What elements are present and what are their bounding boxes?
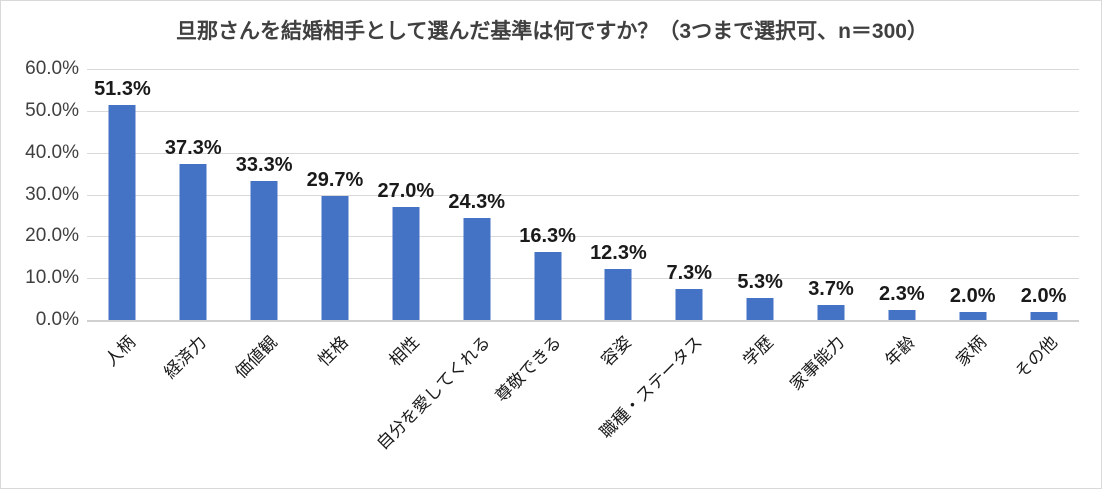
bar[interactable]: [392, 207, 420, 320]
gridline: [87, 152, 1079, 154]
x-axis-tick-label: 価値観: [231, 332, 282, 383]
bar-slot: 12.3%: [583, 69, 654, 320]
bar[interactable]: [675, 289, 703, 320]
bar[interactable]: [179, 163, 207, 320]
bar[interactable]: [250, 180, 278, 320]
x-label-slot: 尊敬できる: [491, 323, 583, 488]
y-axis-labels: 60.0% 50.0% 40.0% 30.0% 20.0% 10.0% 0.0%: [1, 1, 79, 488]
bar-value-label: 3.7%: [808, 277, 854, 300]
plot-area: [87, 69, 1079, 322]
y-axis-tick-label: 0.0%: [35, 309, 79, 330]
bar-series: 51.3% 37.3% 33.3% 29.7% 27.0% 24.3% 16.3% 12.3%…: [87, 69, 1079, 320]
bar-slot: 2.3%: [866, 69, 937, 320]
x-axis-tick-label: 容姿: [597, 332, 637, 371]
gridline: [87, 194, 1079, 196]
bar[interactable]: [746, 297, 774, 320]
gridline: [87, 69, 1079, 70]
bar-slot: 2.0%: [937, 69, 1008, 320]
y-axis-tick-label: 20.0%: [25, 225, 79, 247]
bar-slot: 16.3%: [512, 69, 583, 320]
bar-value-label: 51.3%: [94, 78, 151, 101]
x-axis-tick-label: 相性: [385, 332, 424, 371]
x-label-slot: 自分を愛してくれる: [373, 323, 512, 488]
gridline: [87, 236, 1079, 238]
x-label-slot: 年齢: [866, 323, 937, 488]
bar-slot: 51.3%: [87, 69, 158, 320]
x-axis-tick-label: 学歴: [739, 332, 778, 371]
x-label-slot: 経済力: [158, 323, 229, 488]
bar-value-label: 29.7%: [306, 168, 364, 191]
bar-slot: 27.0%: [370, 69, 441, 320]
bar-value-label: 2.3%: [879, 283, 925, 306]
x-label-slot: 職種・ステータス: [597, 323, 725, 488]
x-axis-tick-label: 年齢: [881, 332, 920, 371]
bar[interactable]: [321, 195, 349, 320]
bar[interactable]: [534, 251, 562, 320]
bar-slot: 29.7%: [300, 69, 371, 320]
bar-value-label: 24.3%: [448, 191, 506, 214]
bar[interactable]: [604, 268, 632, 320]
bar-value-label: 7.3%: [666, 262, 713, 285]
bar-slot: 37.3%: [158, 69, 229, 320]
x-axis-tick-label: 経済力: [160, 332, 211, 383]
x-label-slot: 家事能力: [786, 323, 867, 488]
bar-value-label: 27.0%: [377, 180, 435, 203]
bar-slot: 3.7%: [796, 69, 867, 320]
bar-slot: 7.3%: [654, 69, 725, 320]
x-axis-tick-label: 家柄: [952, 332, 991, 371]
bar-value-label: 5.3%: [737, 270, 783, 293]
bar-slot: 5.3%: [725, 69, 796, 320]
axis-baseline: [87, 320, 1079, 322]
y-axis-tick-label: 40.0%: [25, 141, 79, 163]
bar-value-label: 16.3%: [519, 224, 576, 247]
bar-value-label: 37.3%: [164, 136, 222, 159]
bar[interactable]: [817, 304, 845, 320]
x-axis-tick-label: その他: [1011, 332, 1062, 383]
x-label-slot: その他: [1008, 323, 1079, 488]
y-axis-tick-label: 10.0%: [25, 267, 79, 289]
x-label-slot: 家柄: [937, 323, 1008, 488]
bar-value-label: 2.0%: [949, 284, 996, 307]
chart-title: 旦那さんを結婚相手として選んだ基準は何ですか？（3つまで選択可、n＝300）: [176, 20, 928, 43]
bar-value-label: 33.3%: [235, 153, 293, 176]
bar[interactable]: [888, 310, 916, 320]
bar[interactable]: [108, 105, 136, 320]
bar-slot: 33.3%: [229, 69, 300, 320]
bar[interactable]: [959, 311, 987, 320]
bar-slot: 24.3%: [441, 69, 512, 320]
x-axis-tick-label: 性格: [314, 332, 353, 371]
bar[interactable]: [463, 218, 491, 320]
bar-value-label: 12.3%: [590, 241, 647, 264]
x-label-slot: 学歴: [725, 323, 796, 488]
x-axis-tick-label: 人柄: [101, 332, 141, 371]
gridline: [87, 110, 1079, 112]
x-label-slot: 価値観: [229, 323, 300, 488]
bar[interactable]: [1030, 311, 1058, 320]
bar-value-label: 2.0%: [1020, 284, 1067, 307]
x-label-slot: 人柄: [87, 323, 158, 488]
bar-slot: 2.0%: [1008, 69, 1079, 320]
y-axis-tick-label: 30.0%: [25, 183, 79, 205]
y-axis-tick-label: 60.0%: [25, 58, 79, 79]
y-axis-tick-label: 50.0%: [25, 99, 79, 121]
x-axis-labels: 人柄 経済力 価値観 性格 相性 自分を愛してくれる 尊敬できる 容姿 職種・ステータス 学歴 家事…: [87, 323, 1079, 488]
x-label-slot: 性格: [300, 323, 371, 488]
gridline: [87, 278, 1079, 280]
